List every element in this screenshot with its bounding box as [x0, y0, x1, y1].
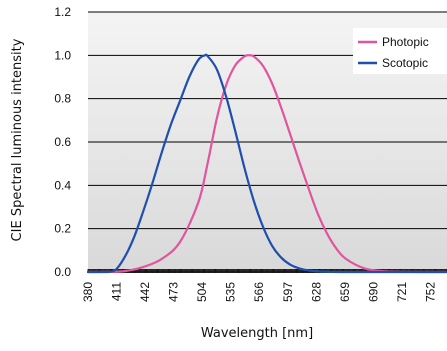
series-line-scotopic [86, 53, 447, 274]
legend-box [353, 28, 447, 74]
x-tick-label: 752 [423, 282, 437, 302]
x-tick-label: 597 [281, 282, 295, 302]
x-tick-label: 380 [81, 282, 95, 302]
y-axis-title: CIE Spectral luminous intensity [10, 38, 25, 241]
legend: Photopic Scotopic [353, 28, 447, 74]
y-tick-label: 1.2 [54, 5, 71, 19]
legend-label-scotopic: Scotopic [382, 56, 428, 70]
x-tick-label: 411 [110, 282, 124, 301]
y-tick-label: 0.6 [54, 135, 71, 149]
y-tick-labels: 0.0 0.2 0.4 0.6 0.8 1.0 1.2 [54, 5, 71, 279]
x-tick-label: 721 [395, 282, 409, 302]
x-tick-labels: 380 411 442 473 504 535 566 597 628 659 690 721 752 [81, 282, 437, 302]
x-tick-label: 566 [252, 282, 266, 302]
x-tick-label: 473 [167, 282, 181, 302]
legend-label-photopic: Photopic [382, 35, 429, 49]
y-tick-label: 0.4 [54, 178, 71, 192]
x-tick-label: 628 [309, 282, 323, 302]
x-tick-label: 659 [338, 282, 352, 302]
series-line-photopic [86, 54, 447, 274]
y-tick-label: 0.2 [54, 222, 71, 236]
y-tick-label: 0.8 [54, 92, 71, 106]
series-layer [86, 53, 447, 274]
x-tick-label: 442 [138, 282, 152, 302]
y-tick-label: 0.0 [54, 265, 71, 279]
x-tick-label: 535 [224, 282, 238, 302]
y-tick-label: 1.0 [54, 48, 71, 62]
x-axis-title: Wavelength [nm] [201, 326, 313, 341]
x-tick-label: 504 [195, 282, 209, 302]
x-tick-label: 690 [366, 282, 380, 302]
